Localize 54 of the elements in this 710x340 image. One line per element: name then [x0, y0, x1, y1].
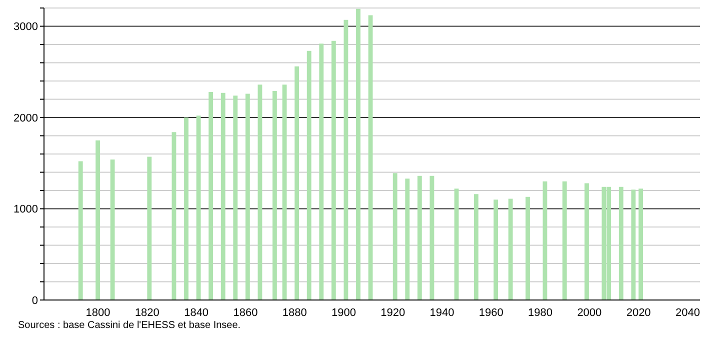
bar — [526, 196, 530, 300]
bar — [474, 194, 478, 300]
bar — [618, 186, 624, 300]
y-tick-label: 0 — [32, 294, 38, 307]
bar — [405, 178, 410, 300]
bar — [245, 94, 250, 300]
y-tick-label: 3000 — [14, 21, 38, 34]
bar — [562, 181, 567, 300]
x-tick-label: 1960 — [478, 306, 504, 319]
x-tick-label: 1920 — [380, 306, 406, 319]
bar — [258, 84, 262, 300]
bar — [319, 44, 324, 300]
bar — [172, 132, 176, 300]
bar — [454, 188, 459, 300]
bar — [294, 66, 300, 300]
y-tick-label: 1000 — [14, 204, 38, 216]
bar — [282, 84, 287, 300]
bar — [508, 198, 513, 300]
bar — [584, 183, 589, 300]
y-tick-label: 2000 — [14, 112, 38, 124]
bar — [110, 159, 115, 300]
x-tick-label: 2040 — [675, 306, 700, 319]
bar — [368, 15, 373, 300]
bar — [96, 140, 100, 300]
x-tick-label: 2000 — [577, 306, 602, 319]
bar — [430, 176, 434, 300]
bar — [631, 190, 636, 300]
bar — [392, 173, 398, 300]
x-tick-label: 1860 — [233, 306, 258, 319]
bar — [272, 91, 277, 300]
x-tick-label: 1840 — [184, 306, 209, 319]
bar — [233, 96, 238, 300]
x-tick-label: 1800 — [86, 306, 110, 319]
x-tick-label: 2020 — [626, 306, 651, 319]
bar — [638, 188, 643, 300]
x-tick-label: 1940 — [430, 306, 454, 319]
bar — [78, 161, 83, 300]
bar — [208, 92, 214, 300]
bar — [147, 156, 152, 300]
bar — [220, 92, 226, 300]
x-tick-label: 1820 — [134, 306, 160, 319]
bar — [331, 40, 336, 300]
source-note: Sources : base Cassini de l'EHESS et base Insee. — [18, 320, 241, 331]
x-tick-label: 1900 — [332, 306, 356, 319]
bar — [184, 118, 188, 300]
bar — [417, 176, 422, 300]
x-tick-label: 1980 — [528, 306, 553, 319]
bar — [196, 116, 201, 300]
bar — [494, 200, 498, 300]
x-tick-label: 1880 — [282, 306, 307, 319]
bar — [356, 8, 360, 300]
bar — [542, 181, 548, 300]
bar — [306, 50, 312, 300]
bar — [344, 20, 348, 300]
